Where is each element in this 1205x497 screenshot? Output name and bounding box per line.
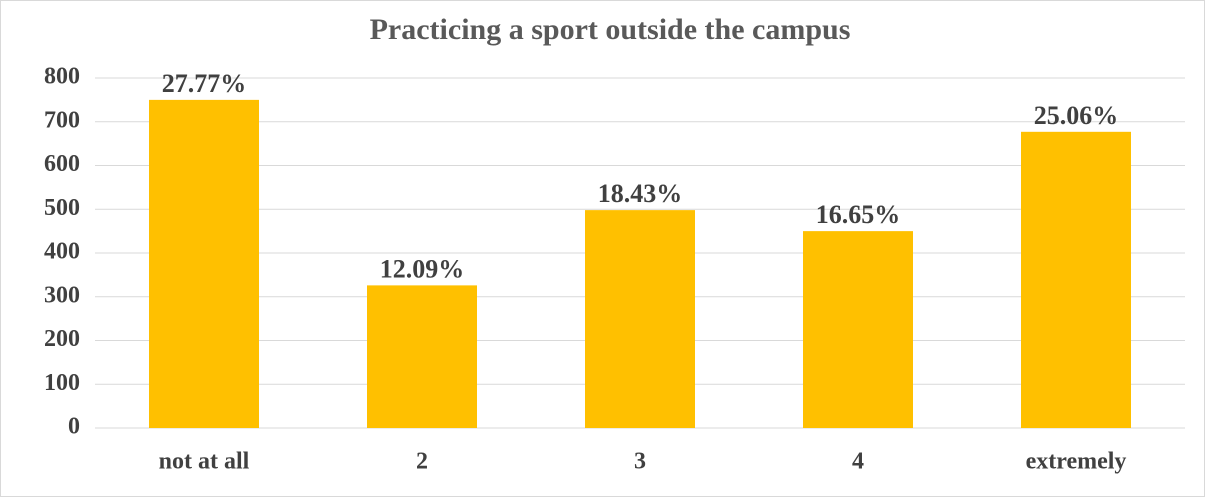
x-tick-label: extremely: [1026, 449, 1127, 475]
y-tick-label: 400: [44, 239, 80, 265]
x-tick-label: not at all: [159, 449, 250, 475]
data-label: 18.43%: [598, 179, 683, 208]
y-tick-label: 200: [44, 326, 80, 352]
data-label: 12.09%: [380, 254, 465, 283]
x-tick-label: 3: [634, 449, 646, 475]
y-tick-label: 100: [44, 370, 80, 396]
x-tick-label: 4: [852, 449, 864, 475]
y-tick-label: 700: [44, 107, 80, 133]
y-tick-label: 800: [44, 64, 80, 90]
bar: [367, 285, 477, 428]
data-label: 27.77%: [162, 69, 247, 98]
data-label: 16.65%: [816, 200, 901, 229]
bar: [1021, 131, 1131, 428]
x-tick-label: 2: [416, 449, 428, 475]
y-tick-label: 300: [44, 282, 80, 308]
data-label: 25.06%: [1034, 101, 1119, 130]
y-tick-label: 600: [44, 151, 80, 177]
y-tick-label: 0: [68, 414, 80, 440]
y-tick-label: 500: [44, 195, 80, 221]
bar: [803, 231, 913, 428]
chart-title: Practicing a sport outside the campus: [370, 13, 851, 46]
bar: [585, 210, 695, 428]
bar: [149, 99, 259, 428]
